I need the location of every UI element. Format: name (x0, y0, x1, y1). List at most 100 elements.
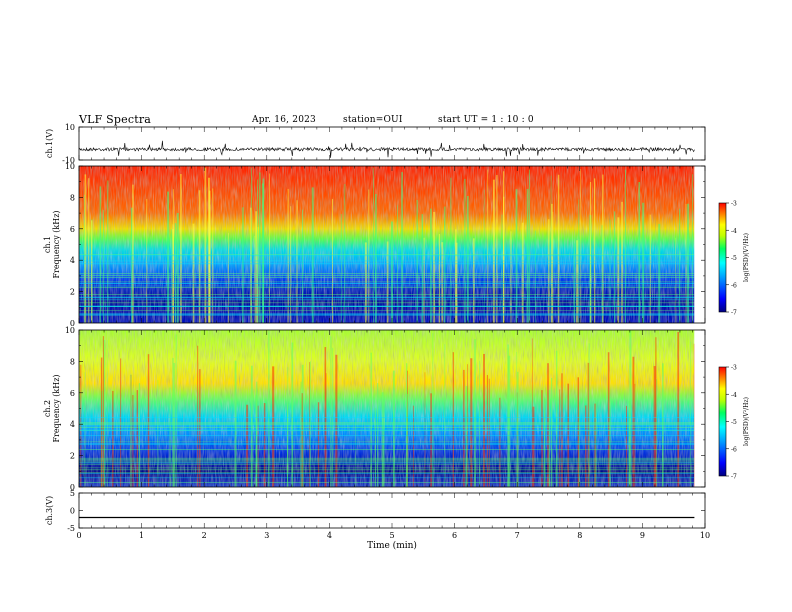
spectrogram-streak (335, 354, 338, 487)
spectrogram-streak (433, 211, 436, 323)
spectrogram-streak (176, 212, 179, 323)
spectrogram-streak (208, 190, 211, 323)
spectrogram-streak (555, 350, 558, 487)
figure-title: VLF Spectra (79, 113, 152, 126)
spectrogram-streak (465, 386, 468, 487)
spectrogram-streak (296, 200, 298, 323)
spectrogram-streak (374, 407, 376, 487)
x-axis-label: Time (min) (367, 540, 417, 551)
colorbar-tick-label: -4 (731, 392, 737, 399)
spectrogram-streak (173, 362, 175, 487)
spectrogram-streak (147, 354, 150, 487)
spectrogram-streak (167, 191, 170, 323)
spectrogram-streak (386, 241, 389, 323)
ch3-waveform-frame (78, 492, 706, 529)
ch2-spectrogram-image (79, 330, 705, 487)
spectrogram-streak (499, 397, 501, 487)
spectrogram-streak (577, 377, 579, 487)
spectrogram-streak (662, 363, 664, 487)
spectrogram-streak (272, 366, 275, 487)
spectrogram-streak (330, 336, 332, 487)
spectrogram-streak (302, 209, 304, 323)
y-tick-label: -5 (67, 524, 75, 533)
spectrogram-streak (341, 214, 342, 323)
spectrogram-blank (694, 330, 705, 487)
spectrogram-streak (392, 370, 395, 487)
spectrogram-streak (687, 203, 690, 323)
colorbar-tick-label: -3 (731, 201, 737, 208)
spectrogram-streak (421, 214, 424, 323)
spectrogram-streak (84, 372, 86, 487)
colorbar-scale (718, 202, 727, 313)
spectrogram-streak (455, 242, 458, 323)
spectrogram-streak (256, 381, 258, 487)
spectrogram-streak (531, 338, 533, 487)
spectrogram-streak (423, 237, 425, 323)
spectrogram-streak (516, 352, 518, 487)
spectrogram-streak (621, 201, 623, 323)
spectrogram-streak (679, 208, 681, 323)
x-tick-label: 1 (139, 531, 144, 540)
spectrogram-streak (685, 203, 687, 323)
y-axis-label: ch.3(V) (45, 496, 54, 525)
spectrogram-streak (602, 174, 604, 323)
spectrogram-streak (510, 231, 512, 323)
spectrogram-streak (311, 187, 314, 323)
spectrogram-streak (136, 390, 138, 487)
y-tick-label: 4 (70, 256, 75, 265)
colorbar-tick-label: -4 (731, 228, 737, 235)
spectrogram-streak (432, 333, 434, 487)
spectrogram-streak (653, 366, 656, 487)
spectrogram-streak (106, 340, 108, 487)
spectrogram-streak (607, 352, 610, 487)
spectrogram-streak (609, 219, 611, 323)
spectrogram-streak (250, 365, 253, 487)
x-tick-label: 9 (640, 531, 645, 540)
spectrogram-streak (102, 336, 104, 487)
spectrogram-streak (507, 344, 509, 487)
spectrogram-streak (593, 178, 596, 323)
spectrogram-streak (483, 189, 485, 323)
y-tick-label: 2 (70, 288, 75, 297)
spectrogram-streak (364, 242, 367, 323)
spectrogram-streak (390, 221, 393, 323)
spectrogram-streak (444, 206, 446, 323)
spectrogram-streak (300, 381, 302, 487)
colorbar-tick-label: -6 (731, 446, 737, 453)
spectrogram-streak (450, 177, 452, 323)
ch1-spectrogram-image (79, 166, 705, 323)
spectrogram-streak (103, 339, 106, 487)
start-time-label: start UT = 1 : 10 : 0 (438, 115, 534, 125)
spectrogram-streak (613, 211, 616, 323)
spectrogram-streak (578, 403, 580, 487)
y-axis-label: ch.1 (43, 236, 52, 253)
spectrogram-streak (675, 237, 677, 323)
spectrogram-streak (626, 405, 627, 487)
spectrogram-streak (617, 217, 620, 323)
spectrogram-streak (204, 167, 207, 323)
spectrogram-streak (157, 380, 159, 487)
spectrogram-streak (416, 199, 418, 323)
spectrogram-streak (557, 174, 560, 323)
spectrogram-streak (463, 369, 465, 487)
spectrogram-streak (559, 389, 561, 487)
colorbar-tick-label: -3 (731, 365, 737, 372)
y-tick-label: 10 (65, 162, 75, 171)
spectrogram-streak (589, 181, 592, 323)
x-tick-label: 10 (700, 531, 710, 540)
y-tick-label: 2 (70, 452, 75, 461)
y-tick-label: 8 (70, 193, 75, 202)
y-tick-label: 6 (70, 389, 75, 398)
spectrogram-streak (84, 194, 85, 323)
spectrogram-streak (103, 210, 105, 323)
spectrogram-streak (301, 393, 303, 487)
spectrogram-streak (250, 207, 252, 323)
spectrogram-streak (317, 402, 320, 487)
x-tick-label: 8 (577, 531, 582, 540)
spectrogram-streak (534, 230, 536, 323)
spectrogram-streak (521, 222, 524, 323)
spectrogram-streak (528, 169, 530, 323)
spectrogram-streak (381, 392, 384, 487)
colorbar-tick-label: -7 (731, 474, 737, 481)
spectrogram-streak (690, 341, 692, 487)
